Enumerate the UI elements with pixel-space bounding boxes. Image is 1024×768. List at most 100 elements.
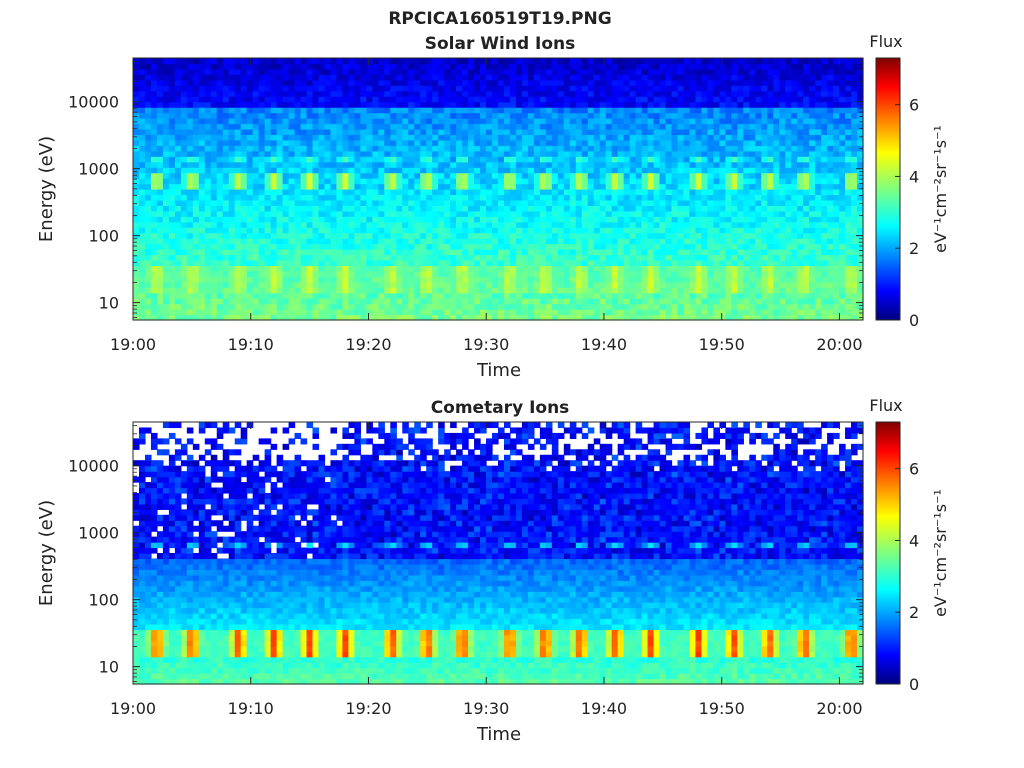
heatmap-cell: [683, 112, 691, 119]
heatmap-cell: [569, 227, 577, 234]
heatmap-cell: [426, 79, 433, 86]
heatmap-cell: [336, 303, 344, 310]
heatmap-cell: [515, 205, 523, 212]
heatmap-cell: [138, 79, 146, 86]
heatmap-cell: [695, 145, 703, 152]
heatmap-cell: [282, 156, 290, 163]
heatmap-cell: [713, 270, 720, 277]
heatmap-cell: [396, 221, 403, 228]
heatmap-cell: [593, 243, 601, 250]
heatmap-cell: [300, 194, 308, 201]
heatmap-cell: [545, 134, 553, 141]
heatmap-cell: [749, 194, 756, 201]
heatmap-cell: [372, 216, 379, 223]
heatmap-cell: [527, 189, 535, 196]
heatmap-cell: [288, 254, 296, 261]
heatmap-cell: [270, 238, 278, 245]
heatmap-cell: [342, 227, 350, 234]
heatmap-cell: [210, 128, 218, 136]
heatmap-cell: [683, 150, 691, 157]
heatmap-cell: [288, 205, 296, 212]
heatmap-cell: [216, 112, 224, 119]
heatmap-cell: [533, 58, 541, 65]
heatmap-cell: [468, 232, 475, 239]
heatmap-cell: [605, 112, 613, 119]
heatmap-cell: [456, 161, 463, 168]
heatmap-cell: [348, 265, 355, 272]
heatmap-cell: [384, 281, 391, 288]
heatmap-cell: [611, 243, 619, 250]
heatmap-cell: [222, 249, 230, 256]
heatmap-cell: [659, 63, 667, 70]
heatmap-cell: [180, 178, 188, 185]
heatmap-cell: [330, 259, 338, 267]
heatmap-cell: [492, 232, 499, 239]
heatmap-cell: [701, 309, 709, 316]
heatmap-cell: [575, 85, 583, 92]
heatmap-cell: [515, 112, 523, 119]
heatmap-cell: [581, 167, 589, 174]
heatmap-cell: [420, 298, 427, 305]
heatmap-cell: [557, 139, 565, 146]
heatmap-cell: [509, 101, 517, 108]
heatmap-cell: [689, 227, 697, 234]
heatmap-cell: [330, 238, 338, 245]
heatmap-cell: [707, 199, 715, 206]
heatmap-cell: [288, 199, 296, 206]
heatmap-cell: [605, 249, 613, 256]
heatmap-cell: [731, 156, 738, 163]
heatmap-cell: [539, 128, 547, 136]
heatmap-cell: [252, 243, 260, 250]
heatmap-cell: [156, 107, 164, 114]
heatmap-cell: [408, 303, 415, 310]
heatmap-cell: [408, 123, 415, 130]
heatmap-cell: [180, 227, 188, 234]
heatmap-cell: [366, 194, 373, 201]
heatmap-cell: [474, 205, 481, 212]
heatmap-cell: [438, 232, 445, 239]
heatmap-cell: [563, 276, 571, 283]
heatmap-cell: [575, 167, 583, 174]
heatmap-cell: [695, 227, 703, 234]
heatmap-cell: [294, 96, 302, 103]
heatmap-cell: [653, 123, 661, 130]
heatmap-cell: [246, 227, 254, 234]
heatmap-cell: [701, 118, 709, 125]
heatmap-cell: [468, 85, 475, 92]
heatmap-cell: [216, 276, 224, 283]
heatmap-cell: [306, 156, 314, 163]
heatmap-cell: [378, 216, 385, 223]
heatmap-cell: [629, 101, 637, 108]
heatmap-cell: [324, 112, 332, 119]
heatmap-cell: [324, 74, 332, 81]
heatmap-cell: [486, 298, 493, 305]
heatmap-cell: [288, 238, 296, 245]
heatmap-cell: [270, 96, 278, 103]
heatmap-cell: [288, 270, 296, 277]
heatmap-cell: [563, 156, 571, 163]
heatmap-cell: [665, 79, 673, 86]
heatmap-cell: [396, 265, 403, 272]
heatmap-cell: [492, 314, 499, 321]
heatmap-cell: [527, 314, 535, 321]
heatmap-cell: [414, 90, 421, 97]
heatmap-cell: [174, 281, 182, 288]
heatmap-cell: [707, 74, 715, 81]
heatmap-cell: [270, 167, 278, 174]
heatmap-cell: [575, 259, 583, 267]
heatmap-cell: [312, 276, 320, 283]
heatmap-cell: [372, 276, 379, 283]
heatmap-cell: [144, 298, 152, 305]
heatmap-cell: [408, 161, 415, 168]
heatmap-cell: [258, 287, 266, 294]
heatmap-cell: [138, 292, 146, 299]
heatmap-cell: [336, 145, 344, 152]
heatmap-cell: [593, 259, 601, 267]
heatmap-cell: [270, 265, 278, 272]
heatmap-cell: [258, 249, 266, 256]
heatmap-cell: [521, 249, 529, 256]
heatmap-cell: [653, 254, 661, 261]
heatmap-cell: [450, 145, 457, 152]
heatmap-cell: [198, 259, 206, 267]
heatmap-cell: [133, 74, 140, 81]
